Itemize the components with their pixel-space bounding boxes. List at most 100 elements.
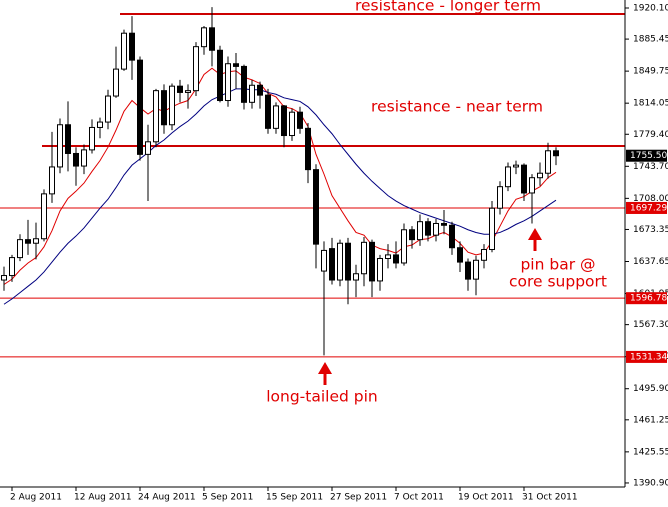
annotation: resistance - longer term: [355, 0, 541, 15]
x-tick-label: 15 Sep 2011: [266, 493, 323, 503]
candle-body: [201, 27, 207, 48]
candle-body: [505, 166, 511, 188]
level-label-box: [626, 149, 667, 162]
candle-body: [153, 90, 159, 143]
candle-body: [393, 254, 399, 264]
y-tick-label: 1743.70: [633, 162, 668, 172]
candle-body: [1, 275, 7, 281]
candle-body: [193, 46, 199, 92]
candle-body: [417, 221, 423, 241]
level-label: 1755.50: [630, 151, 667, 161]
candle-body: [457, 247, 463, 263]
y-tick-label: 1495.90: [633, 384, 668, 394]
candle-body: [89, 126, 95, 151]
level-label-box: [626, 201, 667, 214]
y-tick-label: 1708.00: [633, 194, 668, 204]
candle-body: [465, 261, 471, 280]
axes: 1920.10 1885.45 1849.75 1814.05 1779.40 1743.…: [10, 3, 668, 502]
candle-body: [369, 241, 375, 282]
candle-body: [433, 222, 439, 236]
candle-body: [249, 84, 255, 103]
candle-body: [209, 27, 215, 51]
candle-body: [73, 152, 79, 167]
candle-body: [521, 164, 527, 194]
candle-body: [17, 239, 23, 259]
level-label-box: [626, 350, 667, 363]
y-tick-label: 1673.35: [633, 225, 668, 235]
candle-body: [497, 186, 503, 209]
candle-body: [273, 105, 279, 129]
candle-body: [537, 172, 543, 179]
x-tick-label: 12 Aug 2011: [74, 493, 132, 503]
candle-body: [129, 32, 135, 61]
candle-body: [97, 121, 103, 128]
x-tick-label: 7 Oct 2011: [394, 493, 444, 503]
candle-body: [513, 164, 519, 168]
arrow: [318, 362, 332, 385]
x-tick-label: 2 Aug 2011: [10, 493, 62, 503]
candle-body: [257, 84, 263, 96]
candle-body: [489, 207, 495, 251]
candle-body: [289, 111, 295, 137]
x-tick-label: 24 Aug 2011: [138, 493, 196, 503]
candle-body: [281, 105, 287, 137]
candle-body: [41, 193, 47, 240]
candle-body: [113, 68, 119, 97]
candle-body: [545, 150, 551, 174]
candle-body: [49, 166, 55, 195]
candle-body: [9, 257, 15, 277]
candle-body: [33, 238, 39, 244]
candle-body: [553, 150, 559, 157]
candle-body: [321, 249, 327, 272]
candle-body: [185, 90, 191, 93]
candle-body: [57, 124, 63, 168]
y-tick-label: 1849.75: [633, 67, 668, 77]
y-tick-label: 1814.05: [633, 99, 668, 109]
candle-body: [361, 241, 367, 275]
candle-body: [217, 49, 223, 102]
candle-body: [449, 224, 455, 249]
candle-body: [145, 141, 151, 155]
annotation: long-tailed pin: [266, 388, 378, 406]
candle-body: [137, 59, 143, 155]
y-tick-label: 1425.55: [633, 447, 668, 457]
arrow: [528, 228, 542, 251]
x-tick-label: 5 Sep 2011: [202, 493, 253, 503]
y-tick-label: 1461.25: [633, 415, 668, 425]
candle-body: [233, 63, 239, 67]
moving-average-line: [3, 67, 557, 285]
annotation: resistance - near term: [371, 98, 543, 116]
candle-body: [297, 111, 303, 129]
candle-body: [377, 257, 383, 282]
annotation: pin bar @: [520, 256, 595, 274]
annotation: core support: [509, 273, 607, 291]
candle-body: [161, 90, 167, 126]
candle-body: [265, 94, 271, 129]
y-tick-label: 1920.10: [633, 3, 668, 13]
y-tick-label: 1637.65: [633, 257, 668, 267]
candle-body: [353, 273, 359, 281]
candle-body: [225, 63, 231, 102]
candle-body: [409, 229, 415, 241]
candle-body: [441, 222, 447, 226]
candle-body: [529, 177, 535, 194]
candle-body: [169, 85, 175, 126]
candle-body: [337, 242, 343, 281]
candle-body: [305, 127, 311, 171]
candle-body: [481, 249, 487, 261]
level-label-box: [626, 292, 667, 305]
candle-body: [313, 169, 319, 245]
candles: [1, 7, 559, 356]
x-tick-label: 19 Oct 2011: [458, 493, 514, 503]
moving-average-line: [3, 88, 557, 305]
candle-body: [385, 254, 391, 259]
y-tick-label: 1779.40: [633, 130, 668, 140]
candle-body: [345, 242, 351, 281]
level-label: 1531.34: [630, 352, 667, 362]
x-tick-label: 27 Sep 2011: [330, 493, 387, 503]
y-tick-label: 1885.45: [633, 35, 668, 45]
candle-body: [473, 259, 479, 280]
candle-body: [329, 248, 335, 281]
y-tick-label: 1390.90: [633, 478, 668, 488]
